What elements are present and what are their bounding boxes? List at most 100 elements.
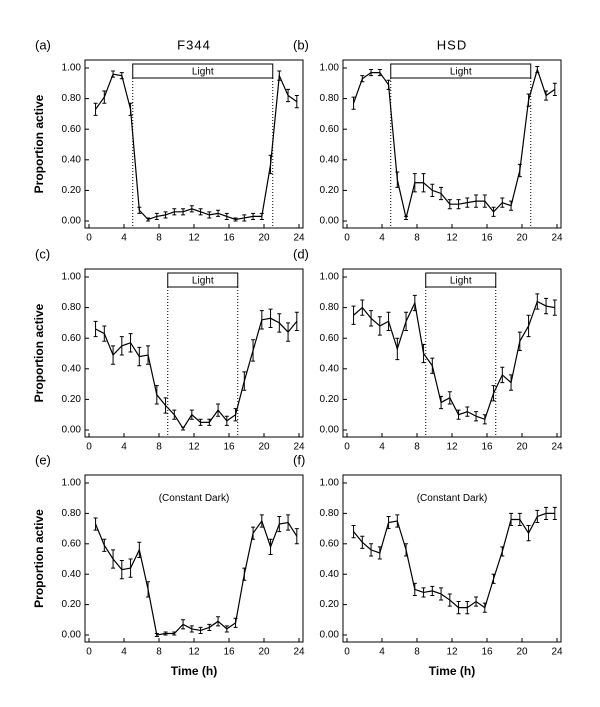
light-box [167, 272, 239, 288]
y-tick-label: 0.00 [320, 216, 340, 227]
error-bar [154, 212, 159, 220]
error-bar [286, 322, 291, 342]
error-bar [552, 299, 557, 316]
plot-frame [84, 268, 304, 438]
error-bar [430, 585, 435, 596]
error-bar [482, 414, 487, 425]
y-tick-label: 0.00 [62, 630, 82, 641]
error-bar [412, 294, 417, 312]
error-bar [386, 515, 391, 530]
error-bar [369, 543, 374, 557]
x-tick-label: 0 [86, 442, 92, 453]
light-box [390, 63, 532, 79]
error-bar [93, 517, 98, 531]
error-bar [404, 543, 409, 557]
error-bar [233, 217, 238, 222]
error-bar [93, 320, 98, 338]
error-bar [544, 506, 549, 520]
error-bar [259, 514, 264, 528]
error-bar [412, 173, 417, 193]
error-bar [474, 411, 479, 422]
error-bar [294, 311, 299, 332]
y-tick-label: 0.40 [320, 569, 340, 580]
y-tick-label: 0.80 [320, 508, 340, 519]
error-bar [377, 316, 382, 336]
x-tick-label: 16 [223, 442, 235, 453]
data-line [95, 317, 298, 430]
x-tick-label: 16 [223, 647, 235, 658]
y-tick-label: 0.60 [320, 333, 340, 344]
error-bar [259, 212, 264, 220]
error-bar [207, 211, 212, 219]
error-bar [102, 325, 107, 342]
error-bar [491, 206, 496, 217]
y-tick-label: 0.80 [62, 508, 82, 519]
x-tick-label: 16 [481, 233, 493, 244]
error-bar [259, 310, 264, 330]
x-tick-label: 0 [344, 442, 350, 453]
error-bar [517, 331, 522, 351]
light-box [132, 63, 274, 79]
light-label: Light [450, 67, 472, 78]
x-tick-label: 0 [86, 647, 92, 658]
error-bar [369, 310, 374, 327]
x-tick-label: 4 [121, 442, 127, 453]
error-bar [242, 371, 247, 391]
error-bar [102, 90, 107, 104]
error-bar [181, 208, 186, 216]
panel-title: F344 [177, 37, 211, 52]
error-bar [216, 403, 221, 417]
x-tick-label: 4 [121, 233, 127, 244]
error-bar [172, 409, 177, 420]
error-bar [465, 406, 470, 417]
y-tick-label: 1.00 [320, 478, 340, 489]
error-bar [430, 357, 435, 374]
error-bar [163, 211, 168, 219]
y-tick-label: 0.80 [320, 302, 340, 313]
error-bar [119, 336, 124, 356]
error-bar [137, 206, 142, 214]
error-bar [137, 346, 142, 367]
plot-frame [342, 59, 562, 229]
y-axis-label: Proportion active [32, 94, 46, 193]
x-tick-label: 16 [481, 647, 493, 658]
error-bar [224, 415, 229, 426]
error-bar [447, 199, 452, 210]
error-bar [128, 102, 133, 116]
error-bar [163, 631, 168, 636]
x-tick-label: 24 [551, 442, 563, 453]
error-bar [377, 546, 382, 560]
error-bar [456, 409, 461, 420]
x-tick-label: 24 [293, 233, 305, 244]
error-bar [198, 208, 203, 216]
x-tick-label: 20 [516, 233, 528, 244]
x-tick-label: 20 [258, 647, 270, 658]
error-bar [474, 194, 479, 208]
error-bar [465, 601, 470, 615]
panel-label: (e) [35, 452, 51, 467]
x-tick-label: 20 [258, 442, 270, 453]
x-tick-label: 8 [414, 233, 420, 244]
error-bar [456, 601, 461, 615]
y-tick-label: 0.20 [62, 185, 82, 196]
light-box [425, 272, 497, 288]
y-tick-label: 0.40 [320, 363, 340, 374]
error-bar [395, 514, 400, 528]
error-bar [552, 82, 557, 97]
error-bar [93, 102, 98, 116]
error-bar [351, 96, 356, 110]
error-bar [146, 345, 151, 365]
x-tick-label: 0 [344, 647, 350, 658]
y-axis-label: Proportion active [32, 303, 46, 402]
error-bar [233, 408, 238, 422]
error-bar [509, 200, 514, 211]
error-bar [535, 293, 540, 310]
error-bar [465, 197, 470, 208]
error-bar [447, 593, 452, 607]
x-tick-label: 4 [121, 647, 127, 658]
error-bar [163, 397, 168, 414]
error-bar [439, 186, 444, 201]
x-tick-label: 12 [446, 233, 458, 244]
x-tick-label: 20 [258, 233, 270, 244]
